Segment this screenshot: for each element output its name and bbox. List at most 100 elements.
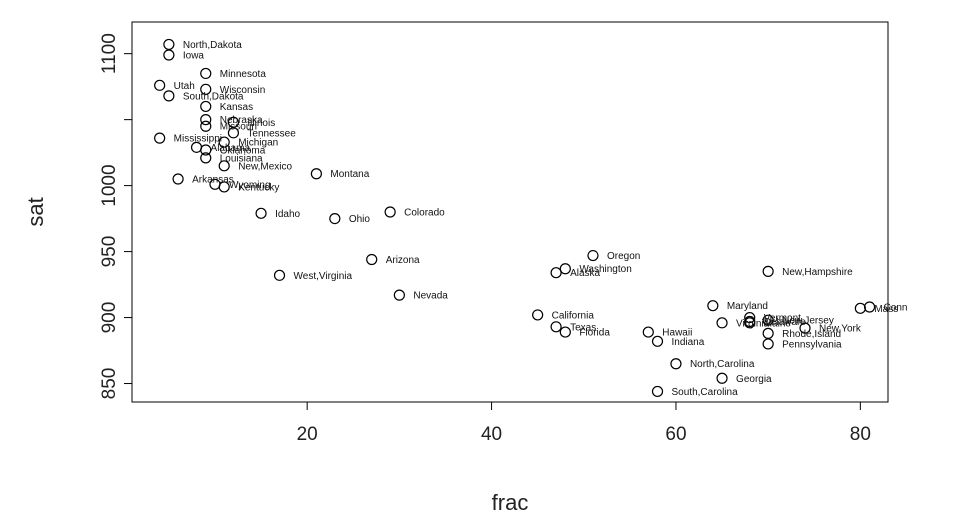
data-point (255, 207, 267, 219)
point-label: Georgia (736, 374, 772, 385)
data-point (642, 326, 654, 338)
point-label: Nebraska (220, 115, 263, 126)
point-label: Missouri (220, 122, 257, 133)
point-label: Utah (174, 81, 195, 92)
data-point (744, 317, 756, 329)
data-point (762, 327, 774, 339)
data-point (200, 100, 212, 113)
point-label: Conn (884, 303, 908, 314)
point-label: West,Virginia (294, 271, 353, 282)
point-label: Colorado (404, 208, 445, 219)
data-point (716, 317, 728, 329)
data-point (200, 120, 212, 132)
data-points (154, 38, 876, 398)
point-label: Rhode,Island (782, 329, 841, 340)
point-label: Oregon (607, 251, 640, 262)
point-label: New,York (819, 324, 862, 335)
y-axis: 850 900 950 1000 1100 (99, 33, 132, 399)
point-label: Michigan (238, 138, 278, 149)
point-label: Pennsylvania (782, 339, 842, 350)
data-point (854, 302, 866, 314)
data-point (163, 49, 175, 61)
data-point (200, 114, 212, 126)
x-axis: 20 40 60 80 (297, 402, 871, 445)
y-tick-label: 950 (99, 236, 120, 268)
point-label: Indiana (672, 337, 705, 348)
point-label: Montana (330, 169, 369, 180)
data-point (762, 265, 774, 277)
point-label: Arkansas (192, 175, 234, 186)
data-point (200, 67, 212, 80)
point-label: Kansas (220, 102, 253, 113)
data-point (218, 136, 230, 148)
data-point (154, 79, 166, 91)
point-label: Tennessee (247, 128, 296, 139)
point-label: New,Mexico (238, 161, 292, 172)
point-label: Idaho (275, 209, 300, 220)
data-point (227, 127, 240, 139)
point-label: Nevada (413, 291, 448, 302)
data-point (651, 335, 664, 347)
data-point (218, 160, 230, 172)
data-point (163, 38, 175, 51)
x-tick-label: 40 (481, 424, 502, 445)
x-tick-label: 80 (850, 424, 871, 445)
plot-frame (131, 21, 889, 403)
data-point (762, 338, 774, 350)
y-tick-label: 900 (99, 302, 120, 334)
point-label: Louisiana (220, 153, 263, 164)
x-tick-label: 60 (665, 424, 686, 445)
point-label: Mississippi (174, 134, 222, 145)
data-point (559, 263, 571, 275)
point-label: Wyoming (229, 180, 271, 191)
data-point (200, 83, 212, 95)
data-point (393, 289, 405, 301)
point-label: Oklahoma (220, 145, 266, 156)
data-point (273, 269, 286, 281)
x-tick-label: 20 (297, 424, 318, 445)
point-label: North,Dakota (183, 40, 242, 51)
data-point (651, 385, 664, 398)
data-point (154, 132, 166, 144)
point-label: Arizona (386, 255, 420, 266)
point-label: Illinois (247, 118, 275, 129)
data-point (550, 267, 562, 279)
data-point (799, 322, 811, 334)
data-point (366, 253, 378, 266)
point-label: Delaware (764, 317, 807, 328)
data-point (559, 326, 571, 338)
data-point (744, 311, 756, 324)
point-label: Minnesota (220, 69, 267, 80)
point-label: South,Carolina (672, 387, 739, 398)
data-point (550, 321, 562, 333)
point-label: Florida (579, 328, 610, 339)
point-label: Texas (570, 322, 596, 333)
point-label: South,Dakota (183, 91, 244, 102)
point-label: Mass (874, 304, 898, 315)
data-point (670, 358, 682, 370)
y-axis-title: sat (23, 197, 48, 226)
point-label: Kentucky (238, 182, 279, 193)
y-tick-label: 1100 (99, 33, 120, 74)
y-tick-label: 850 (99, 368, 120, 400)
data-point (863, 301, 876, 313)
x-axis-title: frac (492, 490, 529, 515)
data-point (762, 314, 774, 326)
data-point (587, 249, 599, 262)
point-label: Hawaii (662, 328, 692, 339)
point-label: New,Hampshire (782, 267, 853, 278)
data-point (200, 144, 212, 156)
data-point (163, 90, 175, 102)
data-point (716, 372, 728, 384)
data-point (384, 206, 396, 218)
point-label: California (552, 310, 595, 321)
point-label: Maryland (727, 301, 768, 312)
data-point (172, 173, 184, 185)
point-label: Alabama (211, 143, 251, 154)
point-label: Washington (579, 264, 631, 275)
point-label: Iowa (183, 50, 205, 61)
point-label: Maine (764, 318, 792, 329)
